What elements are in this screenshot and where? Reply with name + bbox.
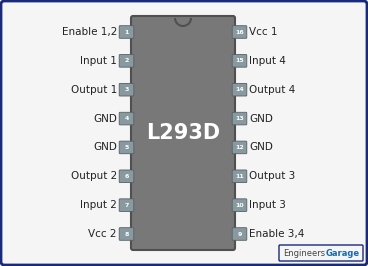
Text: Engineers: Engineers (283, 248, 325, 257)
Text: Garage: Garage (326, 248, 360, 257)
Text: Input 2: Input 2 (80, 200, 117, 210)
FancyBboxPatch shape (119, 26, 134, 38)
FancyBboxPatch shape (131, 16, 235, 250)
FancyBboxPatch shape (232, 141, 247, 154)
Text: 3: 3 (124, 87, 129, 92)
Text: 10: 10 (235, 203, 244, 208)
Text: Input 4: Input 4 (249, 56, 286, 66)
FancyBboxPatch shape (119, 55, 134, 67)
FancyBboxPatch shape (232, 228, 247, 240)
FancyBboxPatch shape (232, 199, 247, 211)
Text: GND: GND (249, 142, 273, 152)
Text: 7: 7 (124, 203, 129, 208)
FancyBboxPatch shape (119, 199, 134, 211)
FancyBboxPatch shape (232, 26, 247, 38)
Text: GND: GND (93, 114, 117, 124)
Text: Enable 1,2: Enable 1,2 (61, 27, 117, 37)
Text: Vcc 1: Vcc 1 (249, 27, 277, 37)
Text: 1: 1 (124, 30, 129, 35)
Text: 14: 14 (235, 87, 244, 92)
Text: Output 2: Output 2 (71, 171, 117, 181)
Text: 9: 9 (237, 231, 242, 236)
Text: 15: 15 (235, 58, 244, 63)
Text: Output 1: Output 1 (71, 85, 117, 95)
Text: L293D: L293D (146, 123, 220, 143)
Text: Input 3: Input 3 (249, 200, 286, 210)
FancyBboxPatch shape (119, 141, 134, 154)
Text: 6: 6 (124, 174, 129, 179)
Text: Enable 3,4: Enable 3,4 (249, 229, 304, 239)
Text: GND: GND (249, 114, 273, 124)
Text: 8: 8 (124, 231, 129, 236)
FancyBboxPatch shape (119, 228, 134, 240)
Text: 5: 5 (124, 145, 129, 150)
FancyBboxPatch shape (232, 170, 247, 182)
Text: 2: 2 (124, 58, 129, 63)
FancyBboxPatch shape (232, 84, 247, 96)
Text: Output 3: Output 3 (249, 171, 295, 181)
Text: Input 1: Input 1 (80, 56, 117, 66)
FancyBboxPatch shape (232, 112, 247, 125)
Text: 13: 13 (235, 116, 244, 121)
FancyBboxPatch shape (279, 245, 363, 261)
Text: 16: 16 (235, 30, 244, 35)
Text: Output 4: Output 4 (249, 85, 295, 95)
Text: 11: 11 (235, 174, 244, 179)
FancyBboxPatch shape (119, 84, 134, 96)
Text: Vcc 2: Vcc 2 (88, 229, 117, 239)
Text: GND: GND (93, 142, 117, 152)
FancyBboxPatch shape (119, 170, 134, 182)
FancyBboxPatch shape (232, 55, 247, 67)
Wedge shape (175, 18, 191, 26)
Text: 4: 4 (124, 116, 129, 121)
FancyBboxPatch shape (119, 112, 134, 125)
Text: 12: 12 (235, 145, 244, 150)
